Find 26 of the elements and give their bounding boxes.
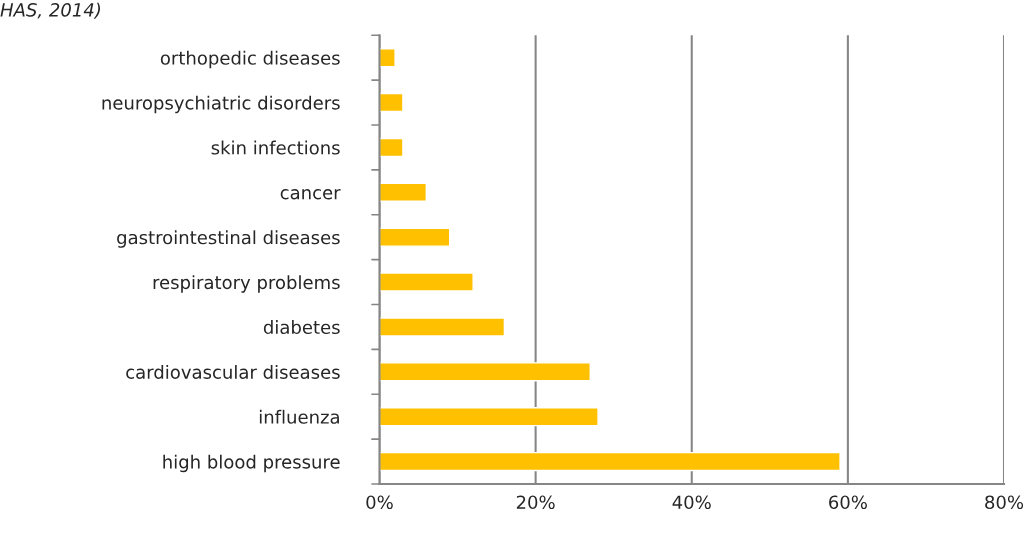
y-tick-label: gastrointestinal diseases xyxy=(117,230,340,248)
text: HAS, 2014) xyxy=(0,2,101,19)
y-tick-label: cancer xyxy=(280,189,341,200)
y-tick-label: neuropsychiatric disorders xyxy=(102,95,340,114)
bar xyxy=(379,407,599,427)
bar xyxy=(379,92,404,113)
y-tick-label: respiratory problems xyxy=(153,275,340,293)
bar xyxy=(379,227,451,247)
x-tick-label: 0% xyxy=(366,495,393,510)
y-tick-label: diabetes xyxy=(263,320,340,335)
y-tick-label: influenza xyxy=(259,409,339,424)
x-tick-label: 60% xyxy=(829,495,867,510)
y-tick-label: orthopedic diseases xyxy=(160,50,340,69)
bar xyxy=(379,47,396,68)
y-tick-label: high blood pressure xyxy=(163,454,340,473)
bar xyxy=(379,451,841,472)
bar xyxy=(379,362,591,382)
bar xyxy=(379,272,474,292)
x-tick-label: 40% xyxy=(672,495,711,510)
x-tick-label: 20% xyxy=(516,495,555,510)
bar xyxy=(379,317,506,337)
y-tick-label: skin infections xyxy=(211,140,340,155)
bar xyxy=(379,137,404,158)
x-tick-label: 80% xyxy=(985,495,1024,510)
y-tick-label: cardiovascular diseases xyxy=(126,364,340,379)
bar xyxy=(379,182,428,202)
